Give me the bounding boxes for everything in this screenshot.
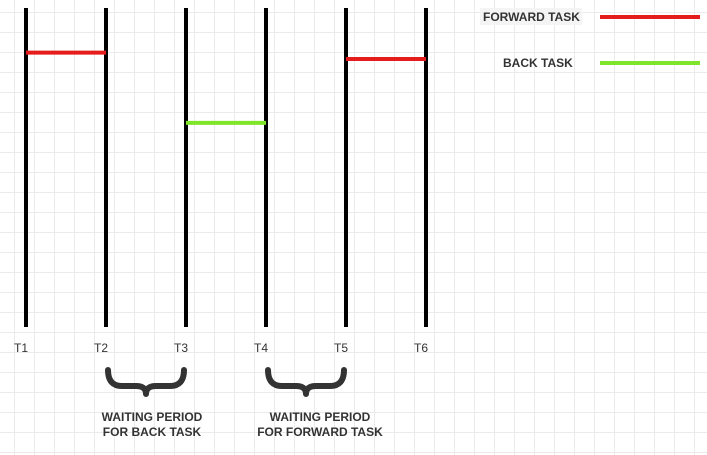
tick-labels: T1 T2 T3 T4 T5 T6 xyxy=(14,341,428,355)
waiting-brace-2 xyxy=(265,367,347,397)
waiting-braces xyxy=(105,367,347,397)
caption-back-line2: FOR BACK TASK xyxy=(103,425,202,439)
task-bars xyxy=(26,50,426,125)
tick-label-t5: T5 xyxy=(334,341,348,355)
tick-label-t2: T2 xyxy=(94,341,108,355)
captions: WAITING PERIOD FOR BACK TASK WAITING PER… xyxy=(102,410,383,439)
tick-label-t4: T4 xyxy=(254,341,268,355)
timelines xyxy=(24,8,428,327)
caption-back-line1: WAITING PERIOD xyxy=(102,410,203,424)
caption-forward-line2: FOR FORWARD TASK xyxy=(257,425,383,439)
legend: FORWARD TASK BACK TASK xyxy=(480,8,700,70)
tick-label-t3: T3 xyxy=(174,341,188,355)
legend-back-label: BACK TASK xyxy=(503,56,573,70)
legend-forward-label: FORWARD TASK xyxy=(483,10,580,24)
tick-label-t1: T1 xyxy=(14,341,28,355)
tick-label-t6: T6 xyxy=(414,341,428,355)
waiting-brace-1 xyxy=(105,367,187,397)
legend-forward-label-bg xyxy=(480,8,582,25)
caption-forward-line1: WAITING PERIOD xyxy=(270,410,371,424)
